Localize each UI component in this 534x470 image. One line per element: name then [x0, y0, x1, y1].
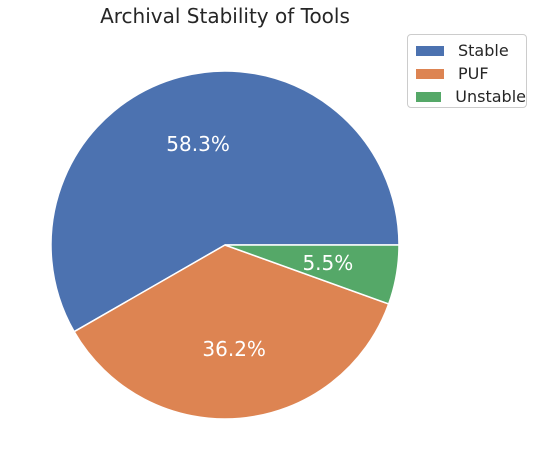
legend-swatch-puf — [416, 68, 444, 79]
slice-label-unstable: 5.5% — [302, 251, 353, 275]
chart-title: Archival Stability of Tools — [100, 4, 350, 28]
pie-slice-puf — [73, 244, 390, 420]
legend-label-unstable: Unstable — [455, 87, 526, 106]
pie-slice-stable — [50, 70, 400, 333]
legend-item-stable: Stable — [416, 39, 526, 62]
legend-item-unstable: Unstable — [416, 85, 526, 108]
legend-swatch-unstable — [416, 91, 442, 102]
legend-swatch-stable — [416, 45, 444, 56]
legend: Stable PUF Unstable — [407, 34, 527, 108]
slice-label-stable: 58.3% — [166, 132, 230, 156]
legend-label-stable: Stable — [458, 41, 509, 60]
slice-label-puf: 36.2% — [202, 337, 266, 361]
pie-slice-unstable — [224, 244, 400, 305]
legend-label-puf: PUF — [458, 64, 489, 83]
legend-item-puf: PUF — [416, 62, 526, 85]
